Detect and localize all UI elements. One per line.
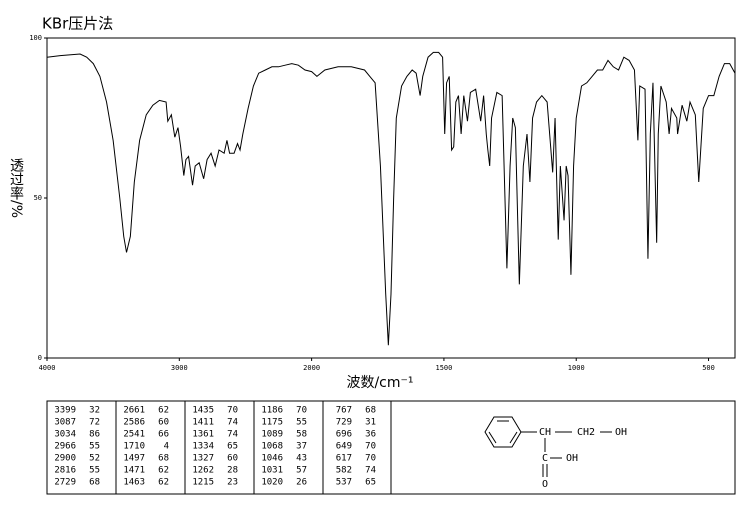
y-tick-label: 100 xyxy=(29,34,42,42)
ring-bond xyxy=(509,431,518,444)
transmittance-cell: 68 xyxy=(365,406,376,416)
transmittance-cell: 32 xyxy=(89,406,100,416)
wavenumber-cell: 649 xyxy=(336,442,352,452)
transmittance-cell: 55 xyxy=(89,442,100,452)
transmittance-cell: 72 xyxy=(89,418,100,428)
wavenumber-cell: 582 xyxy=(336,466,352,476)
wavenumber-cell: 1020 xyxy=(261,478,283,488)
transmittance-cell: 31 xyxy=(365,418,376,428)
wavenumber-cell: 1215 xyxy=(192,478,214,488)
wavenumber-cell: 1471 xyxy=(123,466,145,476)
wavenumber-cell: 617 xyxy=(336,454,352,464)
transmittance-cell: 65 xyxy=(365,478,376,488)
transmittance-cell: 74 xyxy=(227,418,238,428)
transmittance-cell: 58 xyxy=(296,430,307,440)
wavenumber-cell: 1186 xyxy=(261,406,283,416)
wavenumber-cell: 1262 xyxy=(192,466,214,476)
wavenumber-cell: 1710 xyxy=(123,442,145,452)
wavenumber-cell: 2586 xyxy=(123,418,145,428)
wavenumber-cell: 2900 xyxy=(54,454,76,464)
transmittance-cell: 55 xyxy=(296,418,307,428)
wavenumber-cell: 2541 xyxy=(123,430,145,440)
wavenumber-cell: 1463 xyxy=(123,478,145,488)
wavenumber-cell: 1089 xyxy=(261,430,283,440)
x-tick-label: 2000 xyxy=(303,364,320,372)
wavenumber-cell: 1175 xyxy=(261,418,283,428)
atom-label: CH2 xyxy=(577,427,595,438)
y-tick-label: 50 xyxy=(34,194,42,202)
plot-frame xyxy=(46,37,736,359)
chart-title: KBr压片法 xyxy=(42,15,113,33)
transmittance-cell: 86 xyxy=(89,430,100,440)
transmittance-cell: 70 xyxy=(365,454,376,464)
x-tick-label: 4000 xyxy=(39,364,56,372)
transmittance-cell: 68 xyxy=(89,478,100,488)
transmittance-cell: 74 xyxy=(365,466,376,476)
wavenumber-cell: 1334 xyxy=(192,442,214,452)
transmittance-cell: 60 xyxy=(227,454,238,464)
atom-label: O xyxy=(542,479,548,490)
structure xyxy=(484,416,612,477)
atom-label: OH xyxy=(566,453,578,464)
wavenumber-cell: 2966 xyxy=(54,442,76,452)
wavenumber-cell: 1411 xyxy=(192,418,214,428)
transmittance-cell: 60 xyxy=(158,418,169,428)
transmittance-cell: 4 xyxy=(164,442,169,452)
wavenumber-cell: 3399 xyxy=(54,406,76,416)
x-axis-label: 波数/cm⁻¹ xyxy=(346,375,413,391)
wavenumber-cell: 1031 xyxy=(261,466,283,476)
transmittance-cell: 70 xyxy=(365,442,376,452)
wavenumber-cell: 696 xyxy=(336,430,352,440)
y-tick-label: 0 xyxy=(38,354,42,362)
wavenumber-cell: 1068 xyxy=(261,442,283,452)
wavenumber-cell: 2729 xyxy=(54,478,76,488)
transmittance-cell: 43 xyxy=(296,454,307,464)
transmittance-cell: 62 xyxy=(158,478,169,488)
transmittance-cell: 28 xyxy=(227,466,238,476)
wavenumber-cell: 1046 xyxy=(261,454,283,464)
x-tick-label: 3000 xyxy=(171,364,188,372)
atom-label: CH xyxy=(539,427,551,438)
transmittance-cell: 74 xyxy=(227,430,238,440)
transmittance-cell: 65 xyxy=(227,442,238,452)
x-tick-label: 500 xyxy=(702,364,715,372)
wavenumber-cell: 1327 xyxy=(192,454,214,464)
wavenumber-cell: 1361 xyxy=(192,430,214,440)
transmittance-cell: 57 xyxy=(296,466,307,476)
wavenumber-cell: 729 xyxy=(336,418,352,428)
wavenumber-cell: 1497 xyxy=(123,454,145,464)
transmittance-cell: 26 xyxy=(296,478,307,488)
y-axis-label: 透过率/% xyxy=(8,158,24,218)
transmittance-cell: 66 xyxy=(158,430,169,440)
wavenumber-cell: 3087 xyxy=(54,418,76,428)
transmittance-cell: 62 xyxy=(158,466,169,476)
transmittance-cell: 52 xyxy=(89,454,100,464)
transmittance-cell: 70 xyxy=(296,406,307,416)
atom-label: C xyxy=(542,453,548,464)
x-tick-label: 1000 xyxy=(568,364,585,372)
wavenumber-cell: 2816 xyxy=(54,466,76,476)
x-tick-label: 1500 xyxy=(435,364,452,372)
transmittance-cell: 70 xyxy=(227,406,238,416)
atom-label: OH xyxy=(615,427,627,438)
wavenumber-cell: 2661 xyxy=(123,406,145,416)
transmittance-cell: 36 xyxy=(365,430,376,440)
spectrum-line xyxy=(46,51,736,346)
transmittance-cell: 55 xyxy=(89,466,100,476)
transmittance-cell: 68 xyxy=(158,454,169,464)
ring-bond xyxy=(488,431,497,444)
wavenumber-cell: 537 xyxy=(336,478,352,488)
wavenumber-cell: 1435 xyxy=(192,406,214,416)
transmittance-cell: 23 xyxy=(227,478,238,488)
transmittance-cell: 62 xyxy=(158,406,169,416)
transmittance-cell: 37 xyxy=(296,442,307,452)
wavenumber-cell: 3034 xyxy=(54,430,76,440)
wavenumber-cell: 767 xyxy=(336,406,352,416)
